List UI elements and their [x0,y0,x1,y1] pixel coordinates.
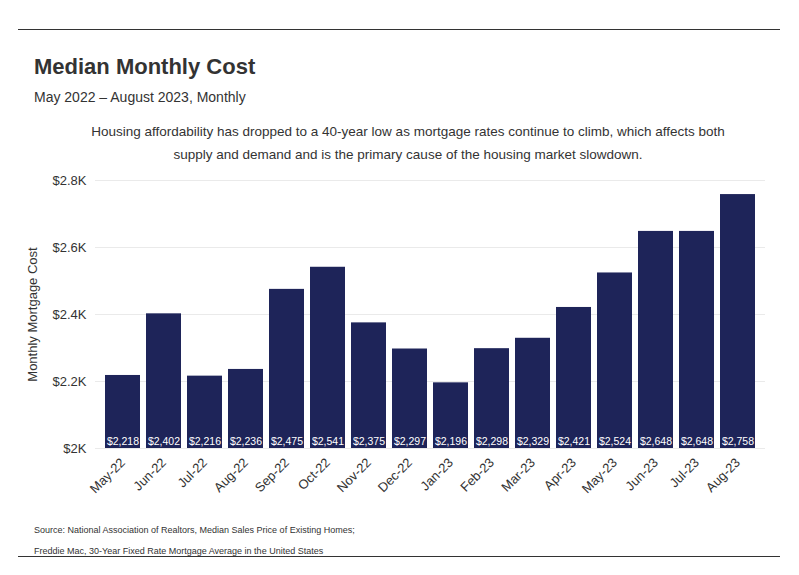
svg-text:Jun-23: Jun-23 [622,455,661,494]
svg-text:$2,648: $2,648 [681,435,713,447]
svg-text:$2K: $2K [63,441,86,456]
svg-text:May-22: May-22 [87,455,128,496]
html-text:Median Monthly Cost: Median Monthly Cost [34,54,256,79]
svg-text:$2,216: $2,216 [189,435,221,447]
svg-text:Jul-22: Jul-22 [174,455,210,491]
svg-text:Sep-22: Sep-22 [252,455,292,495]
svg-text:$2,758: $2,758 [722,435,754,447]
svg-text:$2,298: $2,298 [476,435,508,447]
html-text:Freddie Mac, 30-Year Fixed Rat: Freddie Mac, 30-Year Fixed Rate Mortgage… [34,546,324,556]
svg-text:Nov-22: Nov-22 [334,455,374,495]
svg-text:$2,236: $2,236 [230,435,262,447]
svg-text:$2,648: $2,648 [640,435,672,447]
svg-text:$2.6K: $2.6K [53,240,87,255]
svg-text:Jul-23: Jul-23 [666,455,702,491]
html-text:May 2022 – August 2023, Monthl: May 2022 – August 2023, Monthly [34,89,246,105]
svg-text:Dec-22: Dec-22 [375,455,415,495]
svg-text:$2,524: $2,524 [599,435,631,447]
svg-text:Feb-23: Feb-23 [457,455,497,495]
svg-text:May-23: May-23 [579,455,620,496]
svg-text:Aug-22: Aug-22 [211,455,251,495]
svg-text:Apr-23: Apr-23 [541,455,579,493]
svg-text:$2,218: $2,218 [107,435,139,447]
svg-text:$2.2K: $2.2K [53,374,87,389]
html-text:Housing affordability has drop: Housing affordability has dropped to a 4… [91,124,725,162]
svg-text:$2.8K: $2.8K [53,173,87,188]
svg-text:$2,375: $2,375 [353,435,385,447]
svg-text:$2,329: $2,329 [517,435,549,447]
svg-text:Jun-22: Jun-22 [130,455,169,494]
svg-text:$2,297: $2,297 [394,435,426,447]
svg-text:$2,421: $2,421 [558,435,590,447]
svg-text:Jan-23: Jan-23 [417,455,456,494]
svg-text:$2,196: $2,196 [435,435,467,447]
svg-text:$2,541: $2,541 [312,435,344,447]
svg-text:$2,402: $2,402 [148,435,180,447]
svg-text:$2,475: $2,475 [271,435,303,447]
svg-text:Mar-23: Mar-23 [498,455,538,495]
html-text:Source: National Association o: Source: National Association of Realtors… [34,525,355,535]
svg-text:Aug-23: Aug-23 [703,455,743,495]
svg-text:Oct-22: Oct-22 [295,455,333,493]
svg-text:$2.4K: $2.4K [53,307,87,322]
svg-text:Monthly Mortgage Cost: Monthly Mortgage Cost [25,247,40,382]
